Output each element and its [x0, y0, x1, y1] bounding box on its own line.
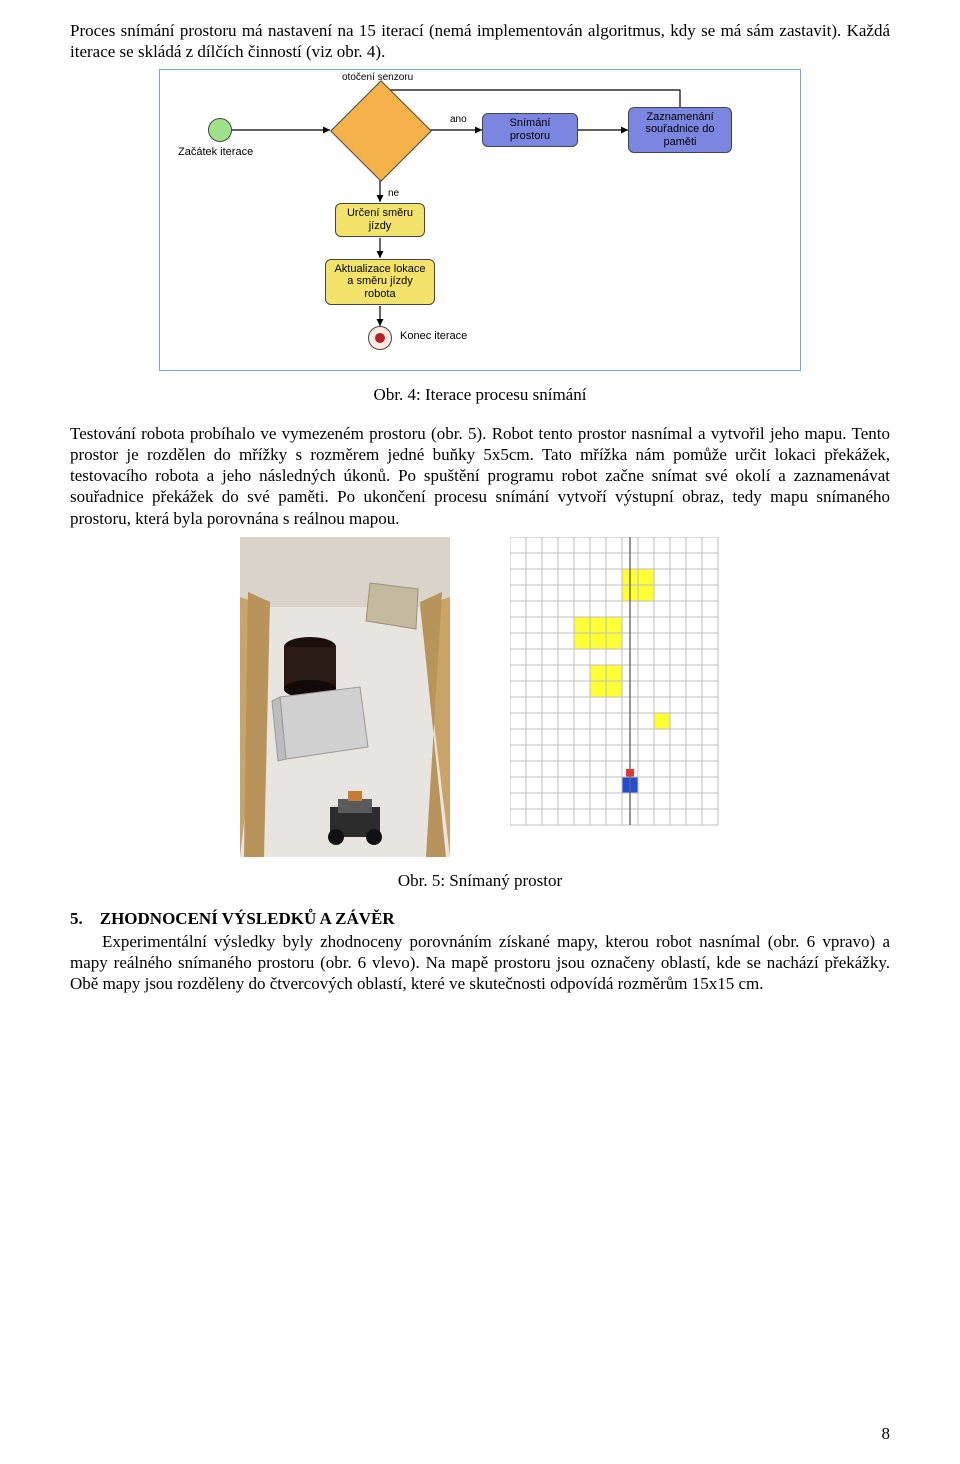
flow-start-label: Začátek iterace	[178, 146, 253, 158]
caption-fig5: Obr. 5: Snímaný prostor	[70, 871, 890, 891]
flow-scan: Snímání prostoru	[482, 113, 578, 147]
figure-5	[70, 537, 890, 857]
figure-4-flowchart: Začátek iterace otočení senzoru ano ne Snímá…	[70, 69, 890, 371]
page-number: 8	[882, 1424, 891, 1444]
flow-yes-label: ano	[450, 114, 467, 125]
section-title: ZHODNOCENÍ VÝSLEDKŮ A ZÁVĚR	[100, 909, 395, 928]
section-number: 5.	[70, 909, 83, 928]
paragraph-1: Proces snímání prostoru má nastavení na …	[70, 20, 890, 63]
paragraph-3: Experimentální výsledky byly zhodnoceny …	[70, 931, 890, 995]
flow-start	[208, 118, 232, 142]
caption-fig4: Obr. 4: Iterace procesu snímání	[70, 385, 890, 405]
flow-update: Aktualizace lokace a směru jízdy robota	[325, 259, 435, 305]
flow-record: Zaznamenání souřadnice do paměti	[628, 107, 732, 153]
figure-5-grid	[510, 537, 720, 827]
flow-direction: Určení směru jízdy	[335, 203, 425, 237]
section-5-heading: 5. ZHODNOCENÍ VÝSLEDKŮ A ZÁVĚR	[70, 909, 890, 929]
flow-end-label: Konec iterace	[400, 330, 467, 342]
flow-no-label: ne	[388, 188, 399, 199]
flow-end	[368, 326, 392, 350]
figure-5-photo	[240, 537, 450, 857]
flow-decision-label: otočení senzoru	[342, 72, 413, 83]
paragraph-2: Testování robota probíhalo ve vymezeném …	[70, 423, 890, 529]
